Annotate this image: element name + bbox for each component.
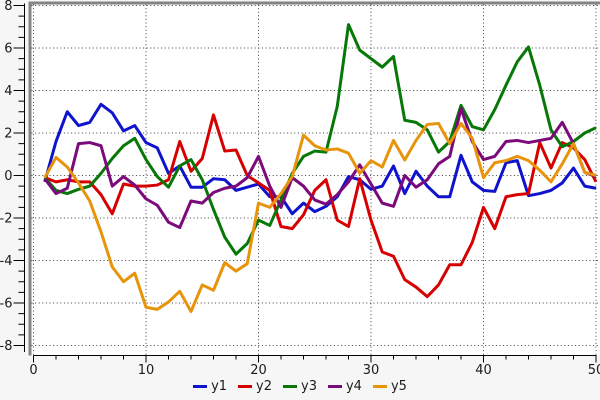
legend-item-y5: y5 [372, 379, 407, 394]
y-axis [13, 3, 25, 352]
svg-text:0: 0 [29, 363, 37, 378]
x-tick-labels: 0 10 20 30 40 50 [29, 363, 600, 378]
legend-label-y2: y2 [256, 379, 273, 394]
series-line-y5 [43, 121, 597, 313]
gridlines [31, 4, 600, 355]
svg-text:6: 6 [4, 42, 12, 57]
legend-swatch-y1 [193, 385, 208, 388]
legend-label-y5: y5 [390, 379, 407, 394]
legend-swatch-y4 [327, 385, 342, 388]
legend-item-y2: y2 [238, 379, 272, 394]
x-axis [33, 355, 597, 363]
legend-label-y1: y1 [211, 379, 228, 394]
legend-label-y4: y4 [345, 379, 362, 394]
series-line-y4 [43, 107, 597, 230]
svg-text:8: 8 [4, 0, 12, 14]
svg-text:10: 10 [138, 363, 155, 378]
legend-label-y3: y3 [301, 379, 317, 394]
series-line-y3 [43, 23, 597, 256]
legend-item-y1: y1 [193, 379, 227, 394]
plot-border [28, 1, 600, 356]
legend-swatch-y5 [372, 385, 387, 388]
svg-text:2: 2 [4, 127, 12, 142]
svg-text:-8: -8 [0, 339, 13, 354]
svg-text:-6: -6 [0, 297, 13, 312]
svg-text:50: 50 [588, 363, 600, 378]
legend-item-y3: y3 [283, 379, 317, 394]
svg-text:-4: -4 [0, 254, 13, 269]
svg-text:20: 20 [250, 363, 267, 378]
svg-text:4: 4 [4, 84, 12, 99]
svg-text:0: 0 [4, 169, 12, 184]
legend-item-y4: y4 [327, 379, 362, 394]
legend-swatch-y2 [238, 385, 253, 388]
svg-text:30: 30 [363, 363, 380, 378]
chart-legend: y1 y2 y3 y4 y5 [0, 379, 600, 394]
series-line-y1 [43, 102, 597, 216]
y-tick-labels: 8 6 4 2 0 -2 -4 -6 -8 [0, 0, 13, 354]
svg-text:-2: -2 [0, 212, 13, 227]
legend-swatch-y3 [283, 385, 298, 388]
svg-text:40: 40 [475, 363, 492, 378]
